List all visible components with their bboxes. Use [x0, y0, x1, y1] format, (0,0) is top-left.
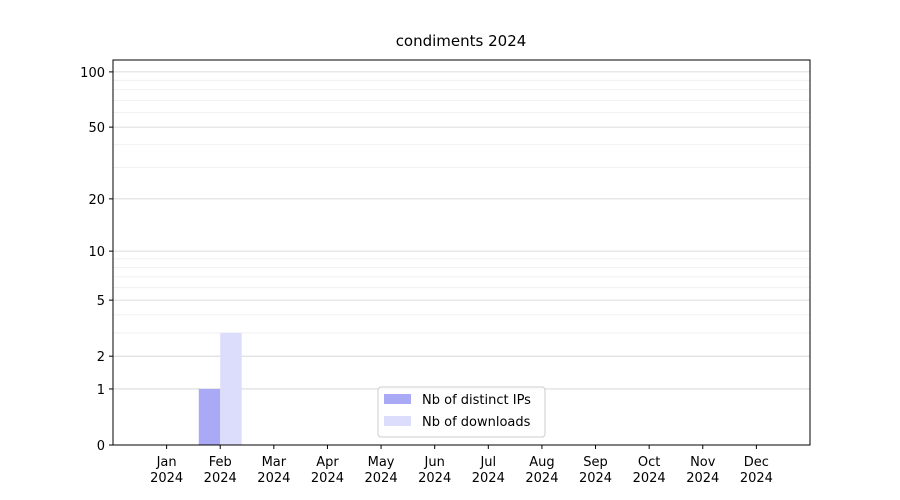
chart-title: condiments 2024	[396, 32, 527, 50]
legend-swatch	[384, 416, 411, 426]
legend-label: Nb of distinct IPs	[422, 393, 531, 408]
bar	[220, 332, 242, 445]
x-tick-label: Apr 2024	[311, 455, 344, 486]
y-tick-label: 1	[97, 383, 105, 398]
x-tick-label: Aug 2024	[525, 455, 558, 486]
legend-swatch	[384, 394, 411, 404]
x-tick-label: Sep 2024	[579, 455, 612, 486]
y-tick-label: 10	[88, 245, 105, 260]
y-tick-label: 0	[97, 439, 105, 454]
x-tick-label: Feb 2024	[204, 455, 237, 486]
y-tick-label: 100	[80, 66, 105, 81]
x-tick-label: Mar 2024	[257, 455, 290, 486]
bar	[198, 388, 221, 445]
legend-frame	[377, 386, 546, 438]
y-tick-label: 2	[97, 350, 105, 365]
x-tick-label: Nov 2024	[686, 455, 719, 486]
y-tick-label: 20	[88, 193, 105, 208]
y-tick-label: 5	[97, 294, 105, 309]
y-tick-label: 50	[88, 121, 105, 136]
x-tick-label: Oct 2024	[633, 455, 666, 486]
legend-label: Nb of downloads	[422, 415, 531, 430]
x-tick-label: Jan 2024	[150, 455, 183, 486]
legend: Nb of distinct IPs Nb of downloads	[377, 386, 546, 438]
x-tick-label: May 2024	[365, 455, 398, 486]
x-tick-label: Jul 2024	[472, 455, 505, 486]
x-tick-label: Dec 2024	[740, 455, 773, 486]
plot-frame	[112, 59, 811, 446]
x-tick-label: Jun 2024	[418, 455, 451, 486]
